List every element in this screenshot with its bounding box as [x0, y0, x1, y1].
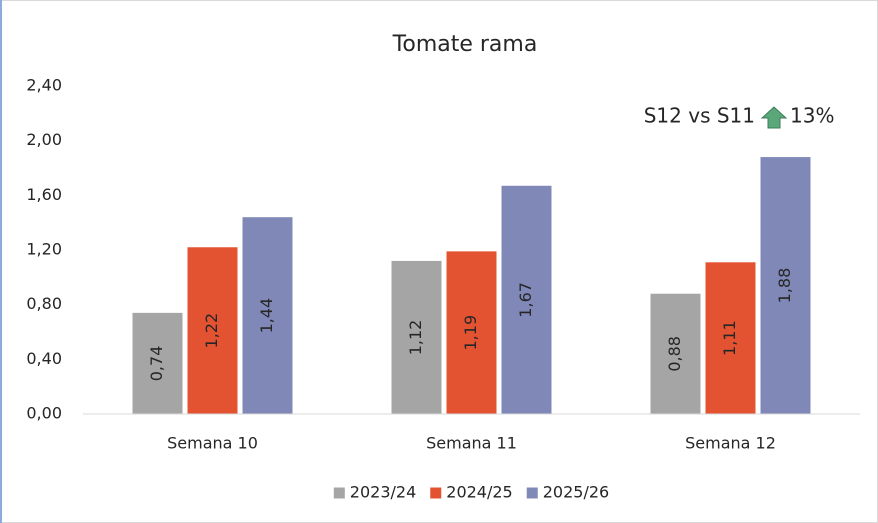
y-tick-label: 0,00 [26, 404, 62, 423]
y-tick-label: 1,60 [26, 185, 62, 204]
value-label: 1,11 [720, 320, 739, 356]
bar [187, 247, 238, 414]
legend-label: 2023/24 [350, 483, 416, 502]
value-label: 1,22 [202, 313, 221, 349]
bar [132, 312, 183, 414]
bar [391, 260, 442, 414]
up-arrow-icon [760, 106, 788, 129]
annotation: S12 vs S11 [644, 104, 755, 128]
value-label: 1,12 [406, 320, 425, 356]
bar [446, 251, 497, 414]
value-label: 1,67 [516, 282, 535, 318]
legend-label: 2025/26 [543, 483, 609, 502]
y-tick-label: 2,40 [26, 76, 62, 95]
chart-title: Tomate rama [392, 32, 538, 57]
bar [501, 185, 552, 414]
legend-swatch [430, 487, 442, 499]
legend-label: 2024/25 [446, 483, 512, 502]
x-tick-label: Semana 11 [426, 434, 517, 453]
y-tick-label: 0,40 [26, 349, 62, 368]
annotation: 13% [790, 104, 834, 128]
value-label: 0,88 [665, 336, 684, 372]
value-label: 1,88 [775, 268, 794, 304]
x-tick-label: Semana 12 [685, 434, 776, 453]
y-tick-label: 0,80 [26, 294, 62, 313]
value-label: 1,44 [257, 298, 276, 334]
x-tick-label: Semana 10 [167, 434, 258, 453]
legend-swatch [526, 487, 538, 499]
bar [242, 217, 293, 414]
bar [705, 262, 756, 414]
legend-swatch [333, 487, 345, 499]
y-tick-label: 2,00 [26, 130, 62, 149]
value-label: 0,74 [147, 346, 166, 382]
value-label: 1,19 [461, 315, 480, 351]
bar [650, 293, 701, 414]
y-tick-label: 1,20 [26, 240, 62, 259]
bar [760, 157, 811, 415]
